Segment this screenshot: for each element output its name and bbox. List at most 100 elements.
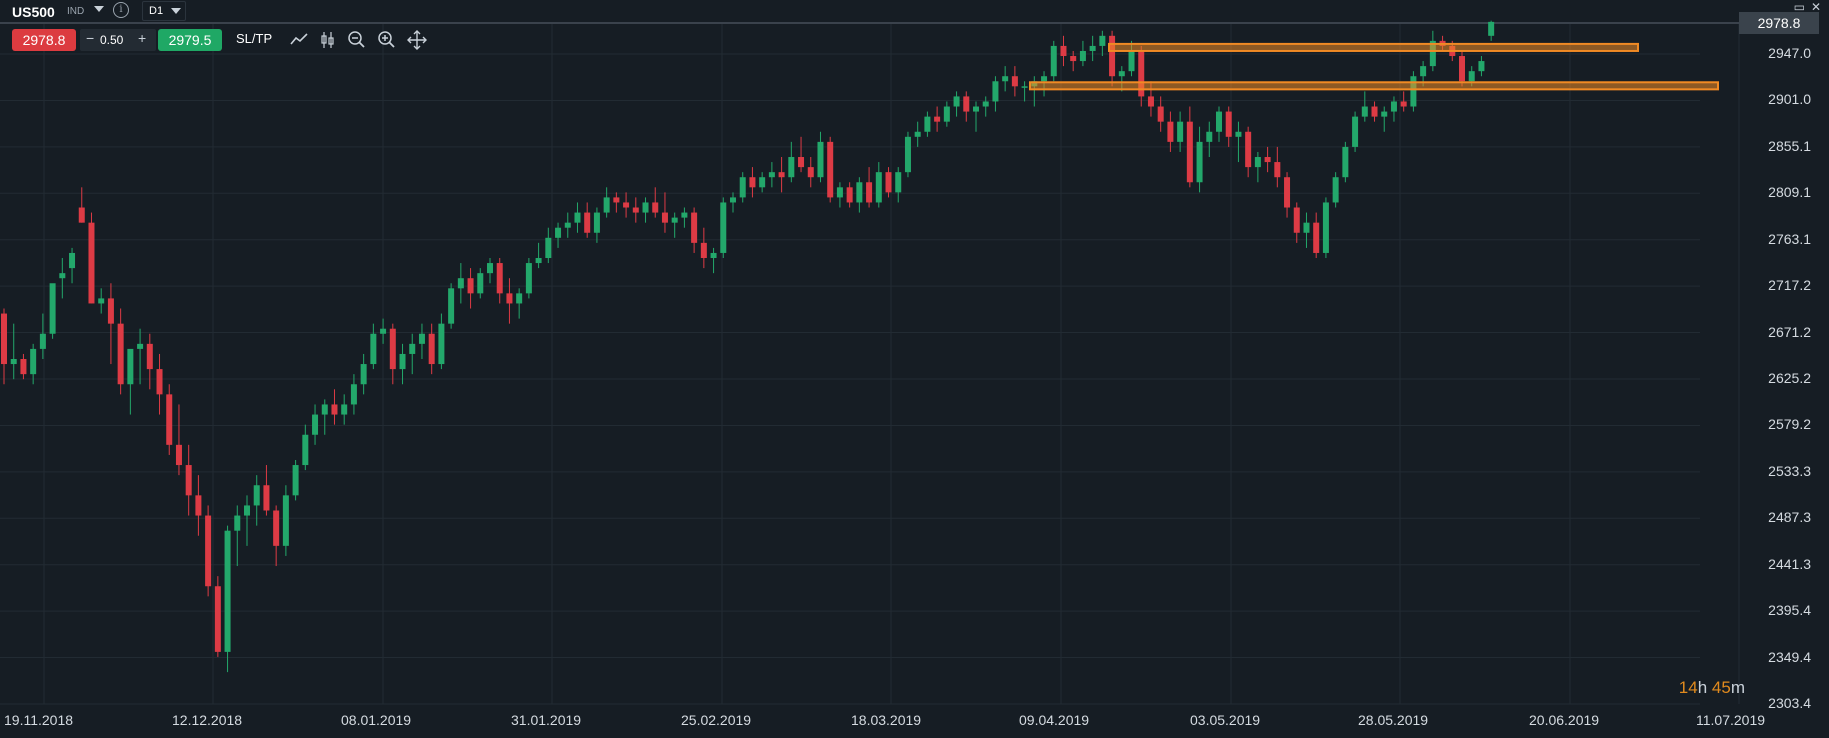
instrument-symbol[interactable]: US500 bbox=[12, 4, 55, 20]
candle bbox=[535, 242, 542, 269]
candle bbox=[127, 348, 134, 415]
window-icon[interactable]: ▭ bbox=[1793, 0, 1805, 14]
candle bbox=[603, 187, 610, 218]
candle bbox=[1332, 172, 1339, 208]
candle bbox=[749, 167, 756, 198]
candle-body bbox=[1060, 45, 1067, 57]
candle bbox=[1381, 106, 1388, 132]
decrease-button[interactable]: − bbox=[86, 30, 95, 46]
crosshair-icon[interactable] bbox=[406, 29, 428, 51]
candle-body bbox=[195, 495, 202, 516]
candle bbox=[49, 283, 56, 339]
close-icon[interactable]: ✕ bbox=[1810, 0, 1821, 14]
candle-body bbox=[244, 505, 250, 516]
candle-body bbox=[516, 293, 523, 304]
candle bbox=[661, 192, 668, 233]
candle-body bbox=[1109, 35, 1116, 77]
candle bbox=[380, 318, 387, 344]
candle-body bbox=[574, 212, 581, 223]
candle-body bbox=[20, 359, 27, 375]
candle-body bbox=[1186, 121, 1193, 183]
zoom-out-icon[interactable] bbox=[346, 29, 368, 51]
date-tick-label: 12.12.2018 bbox=[172, 712, 243, 728]
candle bbox=[59, 258, 66, 299]
chart-toolbar: US500 IND i D1 2978.8 − 0.50 + 2979.5 SL… bbox=[0, 0, 520, 54]
buy-button[interactable]: 2979.5 bbox=[158, 29, 222, 51]
candle-body bbox=[671, 217, 678, 223]
candle-body bbox=[350, 384, 357, 405]
candle-body bbox=[681, 212, 688, 218]
sell-button[interactable]: 2978.8 bbox=[12, 29, 76, 51]
candle bbox=[399, 343, 406, 385]
candle bbox=[195, 475, 202, 536]
candle-body bbox=[175, 444, 182, 466]
candle bbox=[1070, 50, 1077, 72]
candle-body bbox=[1303, 222, 1310, 233]
date-tick-label: 03.05.2019 bbox=[1190, 712, 1261, 728]
candle-body bbox=[409, 343, 416, 354]
candle bbox=[185, 444, 192, 516]
candle bbox=[506, 278, 513, 324]
candle bbox=[20, 353, 27, 380]
candle bbox=[914, 121, 921, 147]
candle bbox=[623, 192, 630, 218]
candle bbox=[438, 313, 445, 370]
candle bbox=[331, 389, 338, 425]
chevron-down-icon[interactable] bbox=[94, 6, 104, 12]
candle bbox=[137, 328, 144, 385]
price-tick-label: 2717.2 bbox=[1768, 277, 1811, 294]
candle-body bbox=[700, 242, 707, 259]
candle-body bbox=[904, 136, 911, 173]
price-tick-label: 2763.1 bbox=[1768, 230, 1811, 247]
candle-body bbox=[389, 328, 396, 370]
candle-body bbox=[1128, 50, 1135, 72]
candle bbox=[1079, 40, 1086, 67]
candle bbox=[487, 258, 493, 284]
candle bbox=[1031, 76, 1038, 107]
increase-button[interactable]: + bbox=[138, 30, 147, 46]
candle bbox=[1225, 106, 1232, 147]
candle-body bbox=[166, 394, 173, 445]
candle-body bbox=[730, 197, 736, 203]
candle-body bbox=[1050, 45, 1057, 77]
chart-grid bbox=[0, 22, 1740, 705]
sltp-button[interactable]: SL/TP bbox=[236, 31, 273, 46]
candle bbox=[525, 258, 532, 299]
candle bbox=[1050, 40, 1057, 82]
candle-body bbox=[1400, 101, 1407, 107]
candles-icon[interactable] bbox=[318, 29, 340, 51]
candle-countdown-timer: 14h 45m bbox=[1679, 678, 1745, 698]
candle bbox=[107, 283, 114, 365]
date-tick-label: 25.02.2019 bbox=[681, 712, 752, 728]
candle bbox=[30, 343, 37, 385]
candle bbox=[312, 404, 319, 445]
candle-body bbox=[807, 167, 814, 178]
candle bbox=[953, 91, 960, 117]
candle-body bbox=[1011, 76, 1018, 87]
price-zones[interactable] bbox=[1029, 42, 1719, 91]
candle bbox=[973, 101, 979, 132]
candle bbox=[253, 475, 260, 526]
candle-body bbox=[1157, 106, 1164, 122]
line-chart-icon[interactable] bbox=[288, 29, 310, 51]
candle-body bbox=[341, 404, 348, 415]
candle bbox=[1177, 111, 1184, 152]
candle-body bbox=[555, 227, 562, 238]
candle-body bbox=[564, 222, 571, 228]
candle-body bbox=[78, 207, 85, 223]
candle-body bbox=[205, 515, 212, 587]
candle-body bbox=[1206, 131, 1213, 142]
candle bbox=[292, 459, 299, 501]
date-tick-label: 28.05.2019 bbox=[1358, 712, 1429, 728]
candle bbox=[477, 268, 484, 299]
timeframe-select[interactable]: D1 bbox=[142, 1, 186, 21]
info-icon[interactable]: i bbox=[113, 2, 129, 18]
candle-body bbox=[506, 293, 513, 304]
candle-body bbox=[282, 495, 289, 546]
candle-body bbox=[1254, 157, 1261, 168]
candle bbox=[555, 222, 562, 248]
zoom-in-icon[interactable] bbox=[376, 29, 398, 51]
candle bbox=[798, 136, 805, 173]
candle bbox=[234, 505, 241, 567]
